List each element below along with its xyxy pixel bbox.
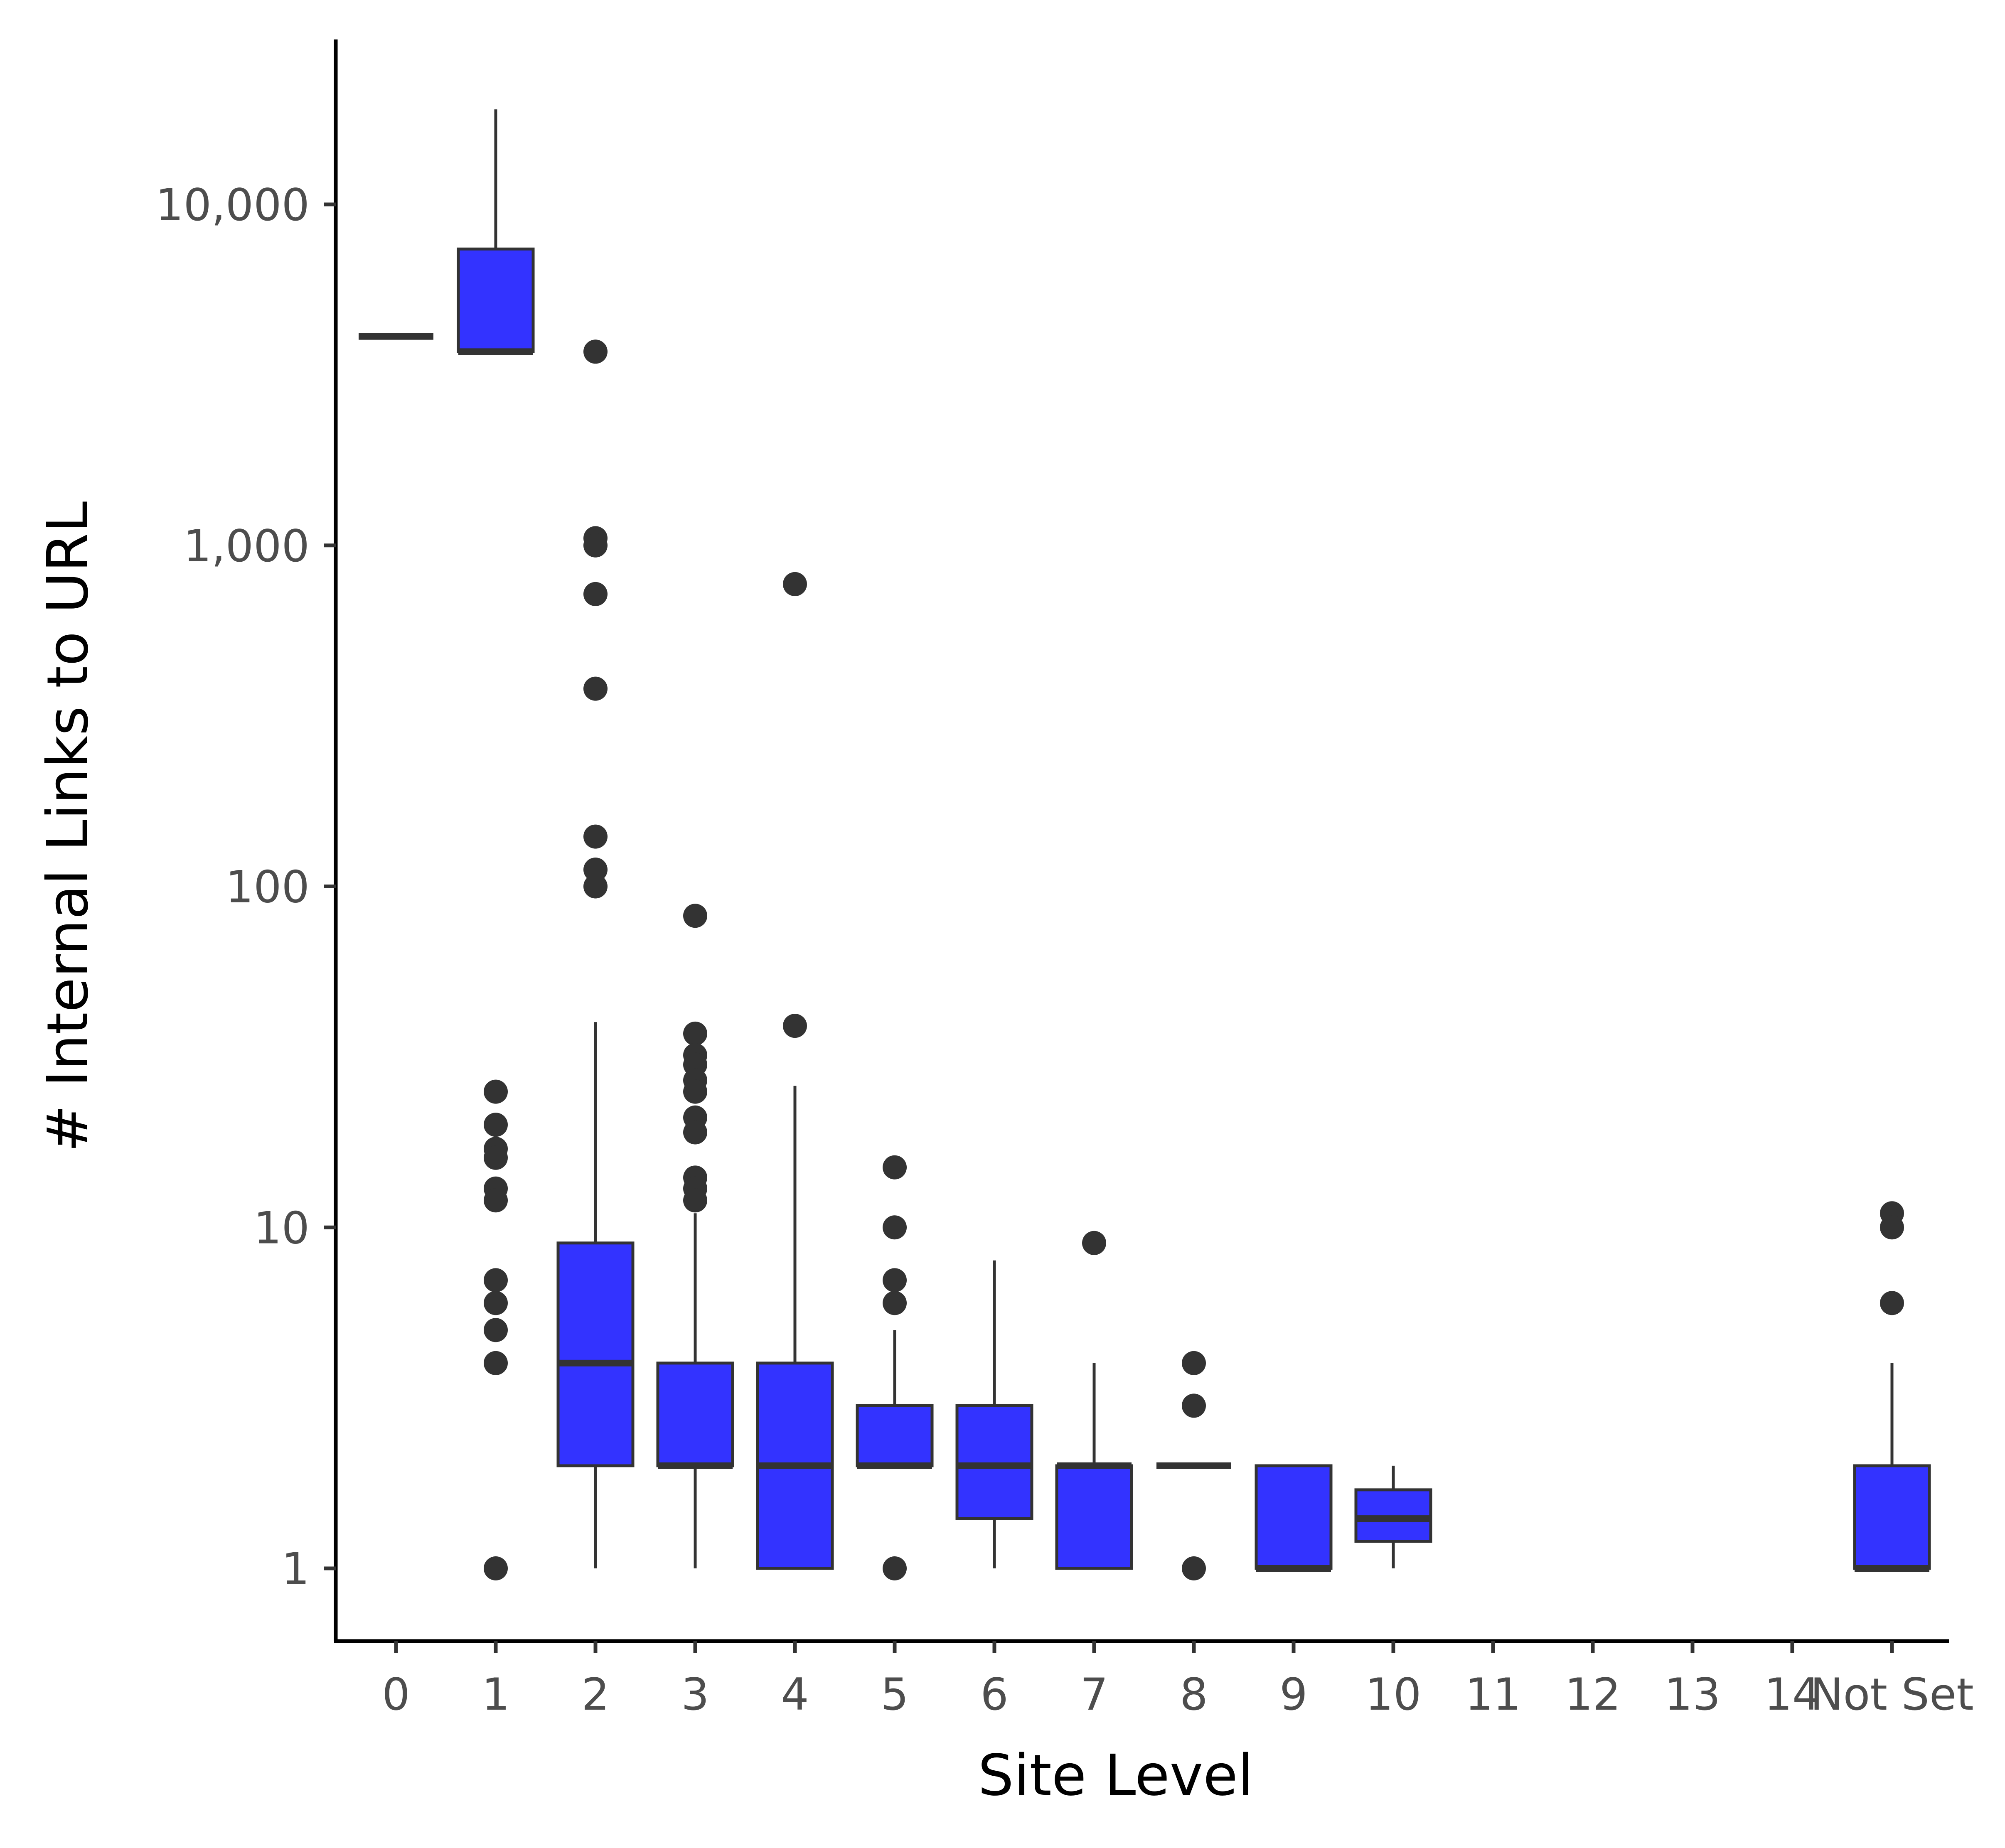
outlier-point bbox=[484, 1318, 508, 1342]
plot-marks bbox=[359, 109, 1931, 1580]
box-group-level-4 bbox=[756, 572, 834, 1570]
x-tick-label: 0 bbox=[382, 1669, 410, 1720]
box bbox=[856, 1404, 934, 1467]
y-tick-label: 1 bbox=[282, 1543, 310, 1595]
outlier-point bbox=[683, 904, 707, 928]
box bbox=[656, 1361, 734, 1467]
outlier-point bbox=[1182, 1393, 1206, 1418]
outlier-point bbox=[783, 572, 807, 596]
y-tick-label: 100 bbox=[226, 862, 310, 913]
x-tick-label: 10 bbox=[1365, 1669, 1422, 1720]
outlier-point bbox=[783, 1014, 807, 1038]
outlier-point bbox=[583, 874, 608, 899]
box bbox=[457, 247, 535, 353]
x-tick-label: Not Set bbox=[1810, 1669, 1973, 1720]
outlier-point bbox=[883, 1268, 907, 1293]
outlier-point bbox=[683, 1079, 707, 1104]
outlier-point bbox=[484, 1145, 508, 1170]
box-group-level-7 bbox=[1055, 1231, 1133, 1570]
y-tick-label: 10,000 bbox=[155, 179, 310, 231]
box-group-level-10 bbox=[1354, 1465, 1432, 1568]
box-group-level-6 bbox=[955, 1260, 1033, 1568]
outlier-point bbox=[583, 533, 608, 558]
outlier-point bbox=[484, 1556, 508, 1580]
outlier-point bbox=[1880, 1215, 1904, 1240]
y-axis-ticks: 1 10 100 1,000 10,000 bbox=[155, 179, 336, 1595]
box-group-level-1 bbox=[457, 109, 535, 1580]
x-axis-title: Site Level bbox=[978, 1743, 1253, 1809]
box-group-level-3 bbox=[656, 904, 734, 1568]
outlier-point bbox=[583, 676, 608, 701]
y-tick-label: 10 bbox=[253, 1202, 310, 1253]
x-tick-label: 5 bbox=[881, 1669, 908, 1720]
y-axis-title: # Internal Links to URL bbox=[35, 501, 101, 1152]
x-tick-label: 9 bbox=[1279, 1669, 1307, 1720]
axes bbox=[334, 39, 1949, 1643]
outlier-point bbox=[683, 1021, 707, 1046]
outlier-point bbox=[883, 1556, 907, 1580]
box bbox=[1055, 1464, 1133, 1570]
x-tick-label: 12 bbox=[1565, 1669, 1621, 1720]
x-tick-label: 8 bbox=[1180, 1669, 1208, 1720]
outlier-point bbox=[883, 1215, 907, 1240]
outlier-point bbox=[683, 1120, 707, 1145]
x-tick-label: 2 bbox=[581, 1669, 609, 1720]
box bbox=[556, 1241, 635, 1467]
x-tick-label: 13 bbox=[1665, 1669, 1721, 1720]
outlier-point bbox=[683, 1188, 707, 1213]
outlier-point bbox=[484, 1351, 508, 1375]
box-group-level-8 bbox=[1156, 1351, 1231, 1580]
outlier-point bbox=[484, 1188, 508, 1213]
outlier-point bbox=[1182, 1351, 1206, 1375]
outlier-point bbox=[484, 1291, 508, 1315]
outlier-point bbox=[484, 1079, 508, 1104]
x-tick-label: 14 bbox=[1764, 1669, 1820, 1720]
x-tick-label: 4 bbox=[781, 1669, 809, 1720]
box bbox=[1853, 1464, 1931, 1570]
box-group-level-5 bbox=[856, 1155, 934, 1580]
x-tick-label: 11 bbox=[1465, 1669, 1521, 1720]
outlier-point bbox=[883, 1291, 907, 1315]
box-group-level-2 bbox=[556, 339, 635, 1568]
outlier-point bbox=[484, 1113, 508, 1137]
outlier-point bbox=[583, 824, 608, 849]
outlier-point bbox=[484, 1268, 508, 1293]
outlier-point bbox=[1182, 1556, 1206, 1580]
box-group-level-9 bbox=[1255, 1464, 1333, 1572]
box-group-level-not-set bbox=[1853, 1201, 1931, 1572]
box bbox=[1255, 1464, 1333, 1570]
outlier-point bbox=[583, 858, 608, 882]
box bbox=[955, 1404, 1033, 1520]
outlier-point bbox=[883, 1155, 907, 1180]
y-tick-label: 1,000 bbox=[184, 521, 310, 572]
outlier-point bbox=[583, 339, 608, 364]
x-tick-label: 6 bbox=[980, 1669, 1008, 1720]
x-tick-label: 7 bbox=[1080, 1669, 1108, 1720]
outlier-point bbox=[1082, 1231, 1106, 1255]
outlier-point bbox=[583, 582, 608, 606]
x-tick-label: 3 bbox=[681, 1669, 709, 1720]
outlier-point bbox=[1880, 1291, 1904, 1315]
x-tick-label: 1 bbox=[482, 1669, 509, 1720]
